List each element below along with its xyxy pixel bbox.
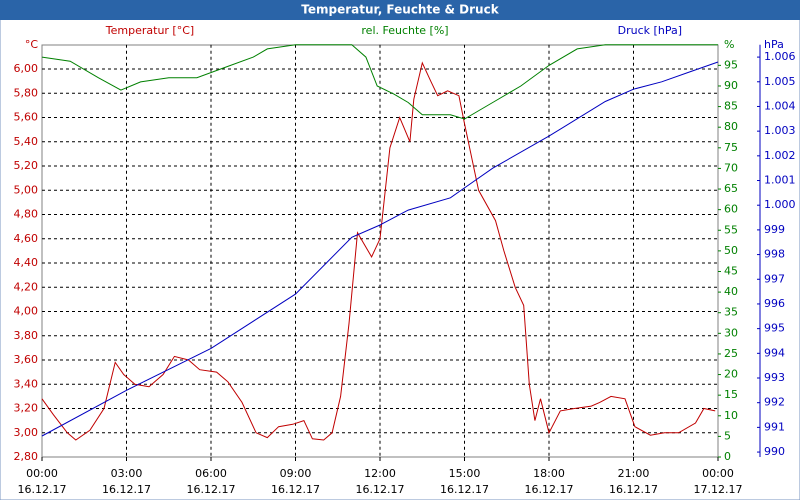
y3-tick-label: 996 (764, 297, 785, 310)
x-tick-date: 16.12.17 (525, 483, 574, 496)
y2-tick-label: 0 (724, 450, 731, 463)
x-tick-date: 16.12.17 (440, 483, 489, 496)
x-tick-label: 03:00 (111, 467, 143, 480)
y-unit: °C (25, 38, 39, 51)
y2-tick-label: 40 (724, 285, 738, 298)
y-tick-label: 5,40 (14, 135, 39, 148)
y2-tick-label: 10 (724, 409, 738, 422)
x-tick-date: 16.12.17 (102, 483, 151, 496)
y3-tick-label: 1.000 (764, 198, 796, 211)
y2-tick-label: 35 (724, 306, 738, 319)
y-tick-label: 5,60 (14, 111, 39, 124)
series-line (41, 44, 718, 120)
y3-tick-label: 997 (764, 272, 785, 285)
y3-tick-label: 1.003 (764, 124, 796, 137)
legend-label: Temperatur [°C] (105, 24, 194, 37)
y2-tick-label: 70 (724, 161, 738, 174)
y-tick-label: 3,60 (14, 353, 39, 366)
x-tick-label: 15:00 (449, 467, 481, 480)
y-tick-label: 4,00 (14, 305, 39, 318)
x-tick-label: 00:00 (702, 467, 734, 480)
x-tick-date: 16.12.17 (18, 483, 67, 496)
y3-tick-label: 999 (764, 223, 785, 236)
legend-label: Druck [hPa] (618, 24, 682, 37)
y3-tick-label: 992 (764, 396, 785, 409)
y2-tick-label: 65 (724, 182, 738, 195)
y-tick-label: 3,80 (14, 329, 39, 342)
y2-tick-label: 90 (724, 79, 738, 92)
x-tick-date: 16.12.17 (609, 483, 658, 496)
legend-label: rel. Feuchte [%] (361, 24, 448, 37)
x-tick-label: 00:00 (26, 467, 58, 480)
title-bar (0, 0, 800, 20)
y3-tick-label: 1.002 (764, 149, 796, 162)
y2-tick-label: 85 (724, 100, 738, 113)
x-tick-label: 12:00 (364, 467, 396, 480)
y2-tick-label: 60 (724, 203, 738, 216)
y-tick-label: 6,00 (14, 62, 39, 75)
y3-tick-label: 994 (764, 346, 785, 359)
y2-tick-label: 25 (724, 347, 738, 360)
y-tick-label: 4,20 (14, 280, 39, 293)
y2-tick-label: 80 (724, 120, 738, 133)
x-tick-date: 16.12.17 (271, 483, 320, 496)
x-tick-label: 18:00 (533, 467, 565, 480)
y-tick-label: 3,20 (14, 402, 39, 415)
y3-tick-label: 995 (764, 322, 785, 335)
y3-unit: hPa (764, 38, 784, 51)
y3-tick-label: 998 (764, 248, 785, 261)
y2-tick-label: 75 (724, 141, 738, 154)
y-tick-label: 4,40 (14, 256, 39, 269)
y2-tick-label: 5 (724, 429, 731, 442)
chart-title: Temperatur, Feuchte & Druck (301, 3, 499, 17)
x-tick-label: 21:00 (618, 467, 650, 480)
y3-tick-label: 993 (764, 371, 785, 384)
series-line (41, 61, 719, 437)
y-tick-label: 5,20 (14, 159, 39, 172)
x-tick-date: 16.12.17 (356, 483, 405, 496)
y2-tick-label: 30 (724, 326, 738, 339)
x-tick-label: 06:00 (195, 467, 227, 480)
y2-tick-label: 95 (724, 58, 738, 71)
y3-tick-label: 1.004 (764, 99, 796, 112)
y-tick-label: 2,80 (14, 450, 39, 463)
y2-tick-label: 50 (724, 244, 738, 257)
y3-tick-label: 1.006 (764, 50, 796, 63)
y2-tick-label: 55 (724, 223, 738, 236)
y2-tick-label: 45 (724, 264, 738, 277)
y-tick-label: 5,00 (14, 183, 39, 196)
y-tick-label: 5,80 (14, 86, 39, 99)
y-tick-label: 3,40 (14, 377, 39, 390)
y2-unit: % (724, 38, 734, 51)
y2-tick-label: 20 (724, 368, 738, 381)
y3-tick-label: 1.001 (764, 174, 796, 187)
y3-tick-label: 990 (764, 445, 785, 458)
y-tick-label: 4,60 (14, 232, 39, 245)
y3-tick-label: 991 (764, 420, 785, 433)
y2-tick-label: 15 (724, 388, 738, 401)
y-tick-label: 3,00 (14, 426, 39, 439)
y-tick-label: 4,80 (14, 208, 39, 221)
y3-tick-label: 1.005 (764, 75, 796, 88)
x-tick-date: 16.12.17 (187, 483, 236, 496)
x-tick-date: 17.12.17 (694, 483, 743, 496)
x-tick-label: 09:00 (280, 467, 312, 480)
